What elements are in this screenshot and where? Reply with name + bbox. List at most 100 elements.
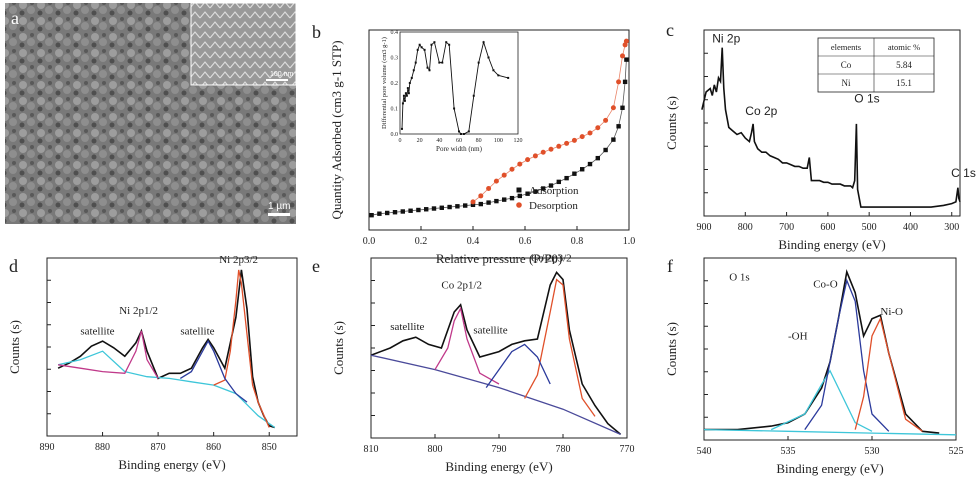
x-tick-label-b: 0.2: [415, 236, 428, 247]
inset-x-tick-label: 100: [494, 138, 503, 144]
point-adsorption: [486, 200, 491, 205]
point-adsorption: [494, 198, 499, 204]
point-adsorption: [541, 186, 546, 191]
inset-frame: [399, 31, 519, 135]
point-adsorption: [447, 204, 452, 210]
point-desorption: [478, 193, 484, 199]
x-tick-label-c: 300: [944, 222, 959, 233]
inset-y-tick-label: 0.3: [391, 56, 399, 62]
inset-point: [416, 48, 419, 51]
atomic-table: elements atomic % Co 5.84 Ni 15.1: [817, 37, 935, 93]
table-header-cell: elements: [831, 42, 861, 52]
inset-point: [404, 92, 407, 95]
peak-label-c: Co 2p: [745, 104, 777, 118]
point-adsorption: [525, 191, 530, 196]
point-adsorption: [416, 207, 421, 213]
x-tick-label-d: 880: [95, 442, 110, 453]
point-desorption: [622, 42, 628, 48]
x-tick-label-b: 0.0: [363, 236, 376, 247]
point-desorption: [517, 161, 523, 167]
y-axis-label-e: Counts (s): [331, 321, 346, 375]
point-adsorption: [424, 207, 429, 212]
inset-point: [408, 82, 411, 84]
x-axis-label-e: Binding energy (eV): [445, 459, 552, 474]
x-tick-label-f: 525: [949, 446, 964, 457]
inset-point: [412, 69, 415, 72]
point-desorption: [493, 178, 499, 184]
y-axis-label-f: Counts (s): [664, 322, 679, 376]
y-axis-label-b: Quantity Adsorbed (cm3 g-1 STP): [329, 40, 344, 219]
point-adsorption: [439, 205, 444, 210]
inset-y-tick-label: 0.4: [391, 30, 399, 36]
point-desorption: [595, 125, 601, 131]
x-tick-label-c: 700: [779, 222, 794, 233]
x-tick-label-b: 0.6: [519, 236, 532, 247]
point-adsorption: [616, 124, 621, 129]
inset-point: [426, 66, 429, 69]
point-adsorption: [580, 167, 585, 172]
legend-marker-desorption: [516, 202, 522, 208]
point-desorption: [610, 105, 616, 111]
x-tick-label-f: 535: [781, 446, 796, 457]
pore-inset: 0 20 40 60 80 100 120 0.0 0.1 0.2 0.3 0.4 Pore width…: [381, 30, 523, 153]
inset-x-tick-label: 0: [399, 138, 402, 144]
x-tick-label-d: 870: [151, 442, 166, 453]
panel-label-b: b: [312, 22, 321, 42]
scale-bar: [268, 213, 290, 216]
panel-label-a: a: [11, 8, 19, 28]
point-desorption: [587, 130, 593, 136]
plot-frame-e: [370, 257, 628, 439]
x-tick-label-c: 600: [820, 222, 835, 233]
inset-x-label: Pore width (nm): [436, 145, 483, 153]
series-line-e-co-2p1-2-fit: [434, 306, 500, 385]
point-adsorption: [595, 155, 600, 161]
point-adsorption: [556, 179, 561, 185]
plot-frame-d: [46, 257, 298, 437]
series-line-e-raw: [370, 270, 622, 436]
inset-x-tick-label: 60: [456, 138, 462, 144]
inset-point: [472, 94, 475, 97]
point-desorption: [548, 146, 554, 152]
peak-label-f: -OH: [788, 330, 808, 342]
series-line-d-ni-2p3-2-fit: [213, 269, 270, 428]
inset-point: [428, 69, 431, 72]
point-adsorption: [408, 208, 413, 213]
x-tick-label-f: 530: [865, 446, 880, 457]
point-adsorption: [620, 105, 625, 110]
peak-label-f: Co-O: [813, 278, 838, 290]
x-tick-label-c: 400: [903, 222, 918, 233]
point-adsorption: [622, 79, 628, 85]
inset-point: [400, 127, 403, 130]
y-axis-label-c: Counts (s): [664, 96, 679, 150]
series-line-e-co-2p3-2-fit: [524, 278, 596, 417]
point-desorption: [501, 172, 507, 178]
inset-y-tick-label: 0.1: [391, 107, 399, 113]
x-tick-label-e: 800: [428, 444, 443, 455]
point-adsorption: [572, 171, 577, 176]
legend-marker-adsorption: [516, 187, 522, 193]
x-axis-label-d: Binding energy (eV): [118, 457, 225, 472]
x-tick-label-b: 1.0: [623, 236, 636, 247]
point-desorption: [620, 53, 625, 59]
inset-point: [448, 43, 451, 46]
inset-point: [462, 133, 465, 135]
inset-point: [418, 43, 421, 46]
inset-scale-label: 100 nm: [270, 71, 294, 78]
peak-label-e: satellite: [473, 325, 507, 337]
x-tick-label-b: 0.4: [467, 236, 480, 247]
point-desorption: [616, 79, 622, 85]
inset-point: [438, 61, 441, 64]
point-desorption: [556, 143, 562, 149]
legend-label-adsorption: Adsorption: [529, 185, 579, 197]
inset-point: [458, 130, 460, 133]
plot-frame-b: [368, 29, 630, 231]
series-line-f-co-o-fit: [804, 278, 890, 432]
point-desorption: [540, 149, 546, 155]
inset-point: [441, 61, 444, 64]
x-tick-label-c: 800: [738, 222, 753, 233]
x-tick-label-e: 770: [620, 444, 635, 455]
panel-label-c: c: [666, 20, 674, 40]
point-adsorption: [377, 211, 382, 216]
peak-label-f: Ni-O: [880, 306, 903, 318]
